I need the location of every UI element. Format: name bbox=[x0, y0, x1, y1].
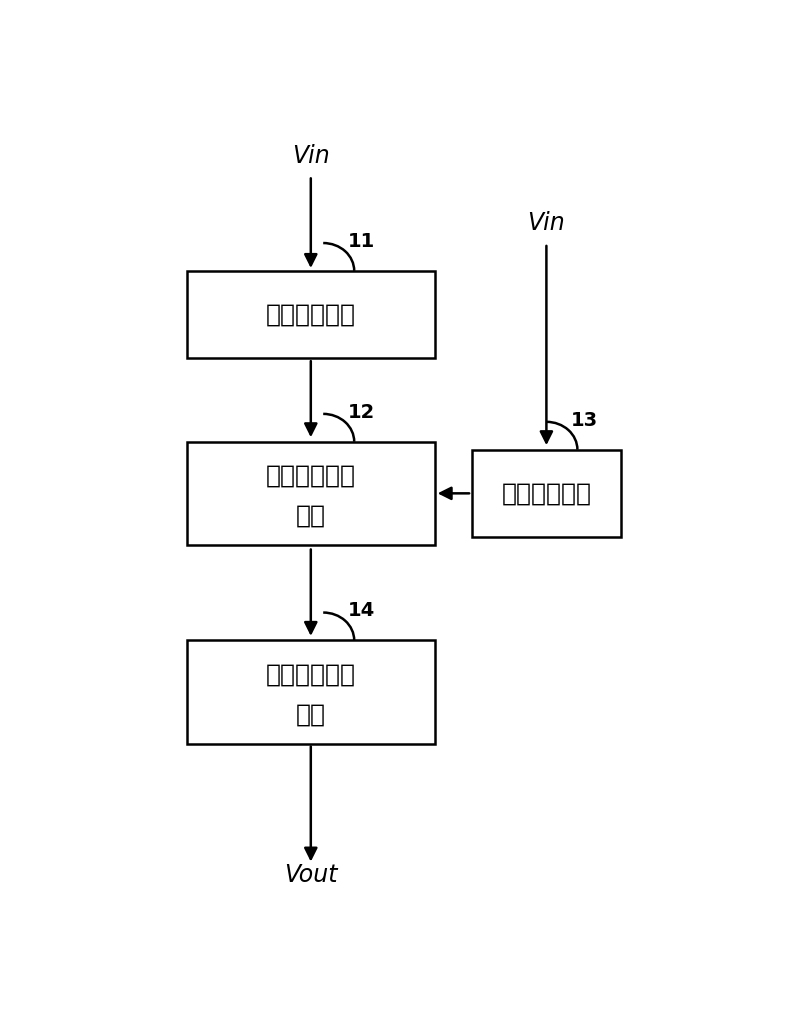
Bar bbox=[187, 640, 435, 744]
Text: Vout: Vout bbox=[284, 863, 338, 886]
Text: 第一运算放大: 第一运算放大 bbox=[266, 663, 356, 686]
Text: 单元: 单元 bbox=[296, 702, 326, 727]
Text: 11: 11 bbox=[348, 232, 375, 251]
Text: Vin: Vin bbox=[292, 143, 330, 167]
Text: 第一驱动单元: 第一驱动单元 bbox=[266, 302, 356, 326]
Text: 12: 12 bbox=[348, 402, 375, 422]
Text: Vin: Vin bbox=[527, 212, 566, 235]
Text: 第一采样单元: 第一采样单元 bbox=[502, 481, 591, 506]
Text: 第一采样积分: 第一采样积分 bbox=[266, 463, 356, 488]
Bar bbox=[187, 442, 435, 545]
Bar bbox=[187, 270, 435, 358]
Text: 13: 13 bbox=[571, 411, 598, 429]
Text: 单元: 单元 bbox=[296, 504, 326, 527]
Text: 14: 14 bbox=[348, 602, 375, 620]
Bar bbox=[472, 450, 621, 537]
